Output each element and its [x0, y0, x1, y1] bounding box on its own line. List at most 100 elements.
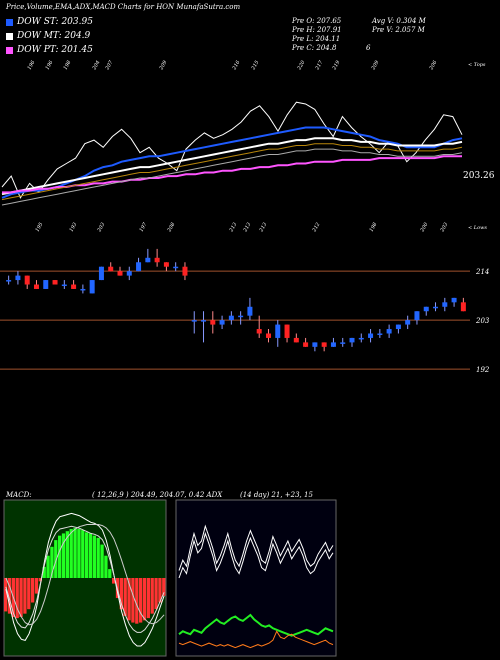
macd-histogram-bar	[123, 578, 127, 616]
candle-body	[293, 337, 299, 343]
macd-label: MACD:	[6, 491, 32, 499]
macd-histogram-bar	[142, 578, 147, 621]
macd-histogram-bar	[119, 578, 123, 610]
legend-swatch-magenta	[6, 46, 13, 54]
top-tick-label: 196	[45, 59, 55, 71]
bottom-tick-label: 203	[439, 222, 449, 234]
macd-histogram-bar	[112, 578, 116, 584]
top-tick-label: 215	[250, 60, 260, 72]
top-tick-label: 206	[428, 59, 439, 72]
top-tick-label: 207	[104, 59, 115, 72]
macd-histogram-bar	[46, 555, 50, 578]
adx-series-line	[178, 630, 334, 649]
macd-histogram-bar	[100, 544, 104, 578]
bottom-tick-label: 193	[69, 222, 79, 233]
candle-body	[33, 284, 39, 289]
candle-body	[117, 271, 123, 276]
macd-histogram-bar	[139, 578, 143, 623]
adx-params: (14 day) 21, +23, 15	[240, 491, 313, 499]
top-tick-label: 209	[158, 59, 169, 72]
bottom-tick-label: 213	[228, 222, 238, 234]
macd-line	[5, 512, 165, 647]
ema-series-line	[2, 155, 462, 194]
macd-histogram-bar	[19, 578, 23, 617]
bottom-tick-label: 198	[369, 222, 379, 233]
ohlc-close: Pre C: 204.8	[292, 44, 337, 52]
avg-volume: Avg V: 0.304 M	[372, 17, 426, 25]
top-tick-label: 209	[370, 59, 381, 72]
macd-params: ( 12,26,9 ) 204.49, 204.07, 0.42 ADX	[92, 491, 223, 499]
top-tick-label: 217	[314, 59, 325, 72]
top-tick-label: 220	[296, 59, 307, 72]
candle-body	[89, 280, 95, 294]
candle-body	[71, 284, 77, 289]
candle-body	[414, 311, 420, 321]
candle-body	[126, 271, 132, 276]
top-tick-label: 196	[27, 59, 37, 71]
candle-body	[265, 333, 271, 338]
ema-band-line	[1, 143, 463, 201]
price-tick-label: 203	[475, 317, 490, 325]
candle-body	[52, 280, 58, 285]
ema-series-line	[1, 101, 463, 199]
candle-body	[210, 320, 216, 325]
candle-body	[377, 333, 383, 335]
ema-last-value-label: 203.26	[463, 171, 495, 181]
bottom-tick-label: 213	[242, 222, 252, 234]
macd-line	[5, 524, 165, 626]
candle-body	[284, 324, 290, 338]
macd-histogram-bar	[4, 578, 8, 612]
candle-body	[423, 306, 429, 312]
macd-histogram-bar	[88, 533, 93, 578]
candle-body	[219, 320, 225, 325]
candle-body	[145, 257, 151, 263]
macd-histogram-bar	[158, 578, 162, 603]
legend-swatch-blue	[6, 18, 13, 26]
candle-body	[173, 266, 179, 269]
ema-series-line	[1, 137, 463, 196]
macd-histogram-bar	[15, 578, 19, 619]
candle-body	[330, 342, 336, 347]
bottom-tick-label: 195	[35, 222, 45, 233]
legend-dow-st: DOW ST: 203.95	[6, 16, 93, 28]
macd-line	[5, 525, 165, 633]
macd-histogram-bar	[58, 535, 62, 578]
adx-series-line	[178, 524, 334, 571]
macd-histogram-bar	[27, 578, 31, 610]
candle-body	[43, 280, 49, 289]
top-tick-label: 198	[63, 60, 73, 71]
macd-histogram-bar	[131, 578, 135, 623]
prev-volume: Pre V: 2.057 M	[372, 26, 425, 34]
candle-body	[98, 266, 104, 281]
top-tick-label: 219	[331, 59, 342, 72]
macd-histogram-bar	[73, 527, 77, 578]
legend-dow-pt: DOW PT: 201.45	[6, 44, 93, 56]
candle-body	[182, 266, 188, 276]
legend-label: DOW MT: 204.9	[17, 31, 91, 41]
candle-body	[228, 315, 234, 321]
macd-histogram-bar	[154, 578, 158, 610]
candle-body	[358, 337, 364, 340]
macd-histogram-bar	[42, 566, 46, 578]
candle-body	[321, 342, 327, 347]
candle-body	[460, 302, 466, 312]
ohlc-extra: 6	[366, 44, 371, 52]
macd-histogram-bar	[23, 578, 27, 614]
candle-body	[442, 302, 448, 307]
bottom-tick-label: 197	[139, 221, 149, 233]
candle-body	[201, 320, 207, 322]
macd-histogram-bar	[92, 535, 96, 578]
macd-histogram-bar	[50, 546, 54, 578]
candle-body	[303, 342, 309, 347]
candle-body	[256, 329, 262, 334]
macd-histogram-bar	[81, 530, 85, 578]
price-tick-label: 214	[475, 268, 489, 276]
macd-histogram-bar	[162, 578, 166, 596]
candle-body	[191, 320, 197, 322]
candle-body	[368, 333, 374, 338]
adx-series-line	[178, 531, 334, 579]
macd-histogram-bar	[7, 578, 12, 614]
adx-series-line	[178, 613, 334, 637]
ohlc-open: Pre O: 207.65	[292, 17, 342, 25]
